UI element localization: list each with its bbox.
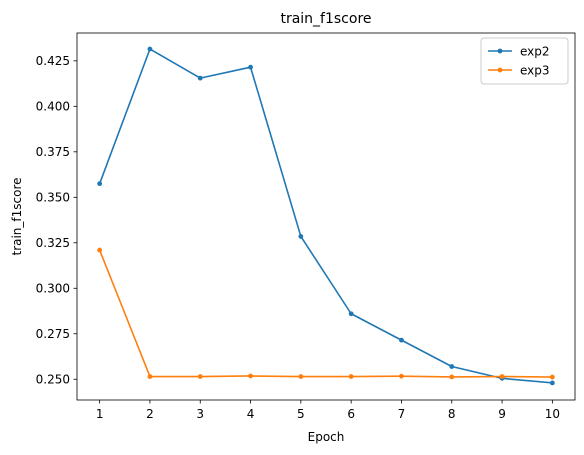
- y-tick-label: 0.425: [36, 54, 70, 68]
- x-tick-label: 5: [297, 407, 305, 421]
- x-tick-label: 4: [247, 407, 255, 421]
- legend-box: [480, 37, 569, 85]
- data-point: [499, 374, 505, 379]
- y-tick-label: 0.350: [36, 191, 70, 205]
- x-tick-label: 7: [398, 407, 406, 421]
- x-tick-label: 10: [545, 407, 560, 421]
- x-tick-label: 2: [146, 407, 154, 421]
- data-point: [147, 46, 153, 52]
- data-point: [147, 374, 153, 379]
- data-point: [248, 64, 253, 70]
- legend-label: exp3: [520, 63, 550, 77]
- data-point: [348, 374, 354, 379]
- y-tick-label: 0.375: [36, 145, 70, 159]
- data-point: [449, 374, 455, 380]
- y-axis: 0.250 0.275 0.300 0.325 0.350 0.375 0.400 0.425: [36, 54, 77, 387]
- legend-swatch-marker: [497, 48, 503, 54]
- data-point: [248, 373, 253, 379]
- y-tick-label: 0.300: [36, 282, 70, 296]
- data-point: [298, 374, 304, 379]
- x-tick-label: 3: [196, 407, 204, 421]
- data-point: [399, 373, 404, 379]
- data-point: [399, 337, 404, 343]
- legend: exp2 exp3: [480, 37, 569, 85]
- y-axis-title: train_f1score: [10, 177, 24, 255]
- x-axis: 1 2 3 4 5 6 7 8 9 10: [96, 400, 560, 421]
- data-point: [549, 374, 555, 380]
- x-tick-label: 9: [498, 407, 506, 421]
- data-point: [549, 380, 555, 386]
- y-tick-label: 0.400: [36, 100, 70, 114]
- plot-series: [97, 46, 555, 386]
- series-exp2: [97, 46, 555, 386]
- chart-title: train_f1score: [280, 11, 371, 27]
- y-tick-label: 0.275: [36, 327, 70, 341]
- series-line: [98, 48, 554, 384]
- y-tick-label: 0.325: [36, 236, 70, 250]
- legend-swatch-marker: [497, 67, 503, 73]
- data-point: [348, 311, 354, 317]
- series-line: [98, 249, 554, 378]
- data-point: [197, 374, 203, 379]
- plot-frame: [76, 32, 576, 401]
- data-point: [298, 234, 304, 239]
- data-point: [449, 364, 455, 369]
- x-tick-label: 6: [347, 407, 355, 421]
- x-tick-label: 1: [96, 407, 104, 421]
- data-point: [97, 181, 103, 187]
- x-axis-title: Epoch: [308, 430, 345, 444]
- data-point: [97, 247, 103, 253]
- y-tick-label: 0.250: [36, 373, 70, 387]
- x-tick-label: 8: [448, 407, 456, 421]
- data-point: [197, 75, 203, 81]
- series-exp3: [97, 247, 555, 380]
- legend-label: exp2: [520, 44, 550, 58]
